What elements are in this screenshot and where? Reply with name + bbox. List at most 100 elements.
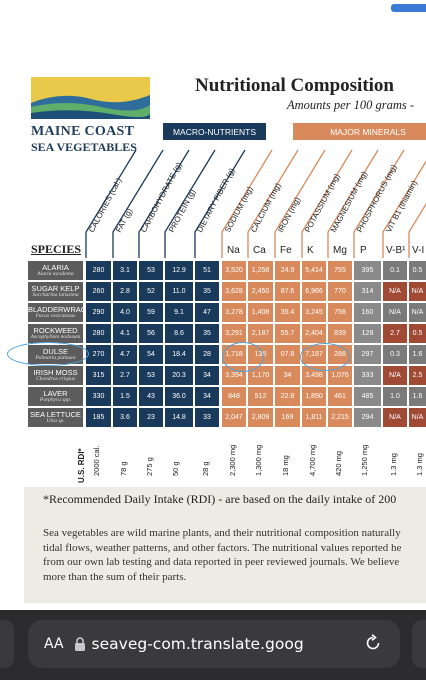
highlight-circle-sodium <box>222 342 264 372</box>
reader-options-button[interactable]: AA <box>44 636 64 652</box>
browser-top-area <box>0 0 426 36</box>
table-cell: 34 <box>195 366 219 385</box>
table-cell: 53 <box>139 261 163 280</box>
table-cell: 0.1 <box>383 261 407 280</box>
top-edge-button[interactable] <box>391 4 426 12</box>
mineral-symbol: P <box>360 245 367 256</box>
species-name: ROCKWEED <box>33 326 78 335</box>
rdi-value: 1,300 mg <box>254 444 263 476</box>
rdi-value: 2000 cal. <box>92 445 101 476</box>
species-label: SUGAR KELP Saccharina latissima <box>28 282 83 301</box>
table-cell: 5,414 <box>302 261 326 280</box>
header-divider-lines <box>85 149 426 258</box>
table-cell: 56 <box>139 324 163 343</box>
note-line: tidal flows, weather patterns, and other… <box>43 541 402 554</box>
species-label: IRISH MOSS Chondrus crispus <box>28 366 83 385</box>
page-title: Nutritional Composition <box>195 75 394 96</box>
rdi-value: 18 mg <box>281 455 290 476</box>
rdi-value: 1.3 mg <box>415 453 424 476</box>
species-label: LAVER Porphyra spp. <box>28 387 83 406</box>
mineral-symbol: K <box>307 245 314 256</box>
mineral-symbol: V-I <box>412 245 425 256</box>
table-cell: 2.8 <box>113 282 137 301</box>
macro-nutrients-band: MACRO-NUTRIENTS <box>163 123 266 140</box>
note-line: Sea vegetables are wild marine plants, a… <box>43 527 401 539</box>
table-cell: 1,258 <box>248 261 273 280</box>
table-cell: 1.5 <box>113 387 137 406</box>
species-name: BLADDERWRACK <box>28 305 92 314</box>
rdi-value: 4,700 mg <box>308 444 317 476</box>
table-cell: 270 <box>86 345 111 364</box>
header-divider <box>327 149 379 258</box>
previous-tab-edge[interactable] <box>0 620 14 668</box>
table-cell: 35 <box>195 324 219 343</box>
lock-icon <box>74 637 85 651</box>
table-cell: 11.0 <box>165 282 193 301</box>
table-cell: 43 <box>139 387 163 406</box>
table-cell: 0.3 <box>383 345 407 364</box>
species-label: ALARIA Alaria esculenta <box>28 261 83 280</box>
table-cell: 756 <box>328 303 352 322</box>
table-cell: 2.7 <box>113 366 137 385</box>
header-divider <box>247 149 299 258</box>
address-bar[interactable]: AA seaveg-com.translate.goog <box>28 620 400 668</box>
table-cell: 461 <box>328 387 352 406</box>
species-name: IRISH MOSS <box>33 368 78 377</box>
table-cell: 28 <box>195 345 219 364</box>
species-latin-name: Ascophyllum nodosum <box>30 333 81 340</box>
table-cell: 53 <box>139 366 163 385</box>
rdi-value: 1,250 mg <box>360 444 369 476</box>
table-cell: 297 <box>354 345 381 364</box>
table-cell: 330 <box>86 387 111 406</box>
table-cell: 0.5 <box>409 324 426 343</box>
url-text[interactable]: seaveg-com.translate.goog <box>91 635 304 653</box>
table-cell: 3.6 <box>113 408 137 427</box>
table-cell: 51 <box>195 261 219 280</box>
table-cell: 1,076 <box>328 366 352 385</box>
species-latin-name: Ulva sp. <box>46 417 65 424</box>
mineral-symbol: Ca <box>253 245 266 256</box>
table-cell: 20.3 <box>165 366 193 385</box>
brand-tagline: SEA VEGETABLES <box>31 140 137 154</box>
species-name: SEA LETTUCE <box>30 410 81 419</box>
table-cell: 33 <box>195 408 219 427</box>
header-divider <box>408 202 426 258</box>
table-cell: 3,628 <box>222 282 246 301</box>
table-cell: 2,047 <box>222 408 246 427</box>
reload-icon[interactable] <box>363 633 383 653</box>
table-cell: 1,170 <box>248 366 273 385</box>
rdi-note-box <box>24 487 426 603</box>
rdi-value: 1.3 mg <box>389 453 398 476</box>
table-cell: 2,404 <box>302 324 326 343</box>
header-divider <box>353 149 405 258</box>
table-cell: 34 <box>195 387 219 406</box>
species-latin-name: Alaria esculenta <box>37 270 74 277</box>
species-latin-name: Chondrus crispus <box>36 375 75 382</box>
table-cell: 55.7 <box>275 324 300 343</box>
table-cell: 2.7 <box>383 324 407 343</box>
table-cell: 2,187 <box>248 324 273 343</box>
table-cell: 0.5 <box>409 261 426 280</box>
mineral-symbol: Mg <box>333 245 347 256</box>
table-cell: 52 <box>139 282 163 301</box>
next-tab-edge[interactable] <box>412 620 426 668</box>
brand-name: MAINE COAST <box>31 124 135 139</box>
table-cell: 333 <box>354 366 381 385</box>
header-divider <box>85 149 137 258</box>
table-cell: 3,278 <box>222 303 246 322</box>
header-divider <box>112 149 164 258</box>
table-cell: 9.1 <box>165 303 193 322</box>
table-cell: 314 <box>354 282 381 301</box>
table-cell: 36.0 <box>165 387 193 406</box>
table-cell: 260 <box>86 282 111 301</box>
highlight-circle-potassium <box>300 343 350 371</box>
table-cell: 3,291 <box>222 324 246 343</box>
rdi-label: U.S. RDI* <box>77 448 86 483</box>
table-cell: 485 <box>354 387 381 406</box>
table-cell: 18.4 <box>165 345 193 364</box>
species-label: SEA LETTUCE Ulva sp. <box>28 408 83 427</box>
header-divider <box>274 149 326 258</box>
table-cell: 14.8 <box>165 408 193 427</box>
species-label: ROCKWEED Ascophyllum nodosum <box>28 324 83 343</box>
rdi-value: 28 g <box>201 461 210 476</box>
